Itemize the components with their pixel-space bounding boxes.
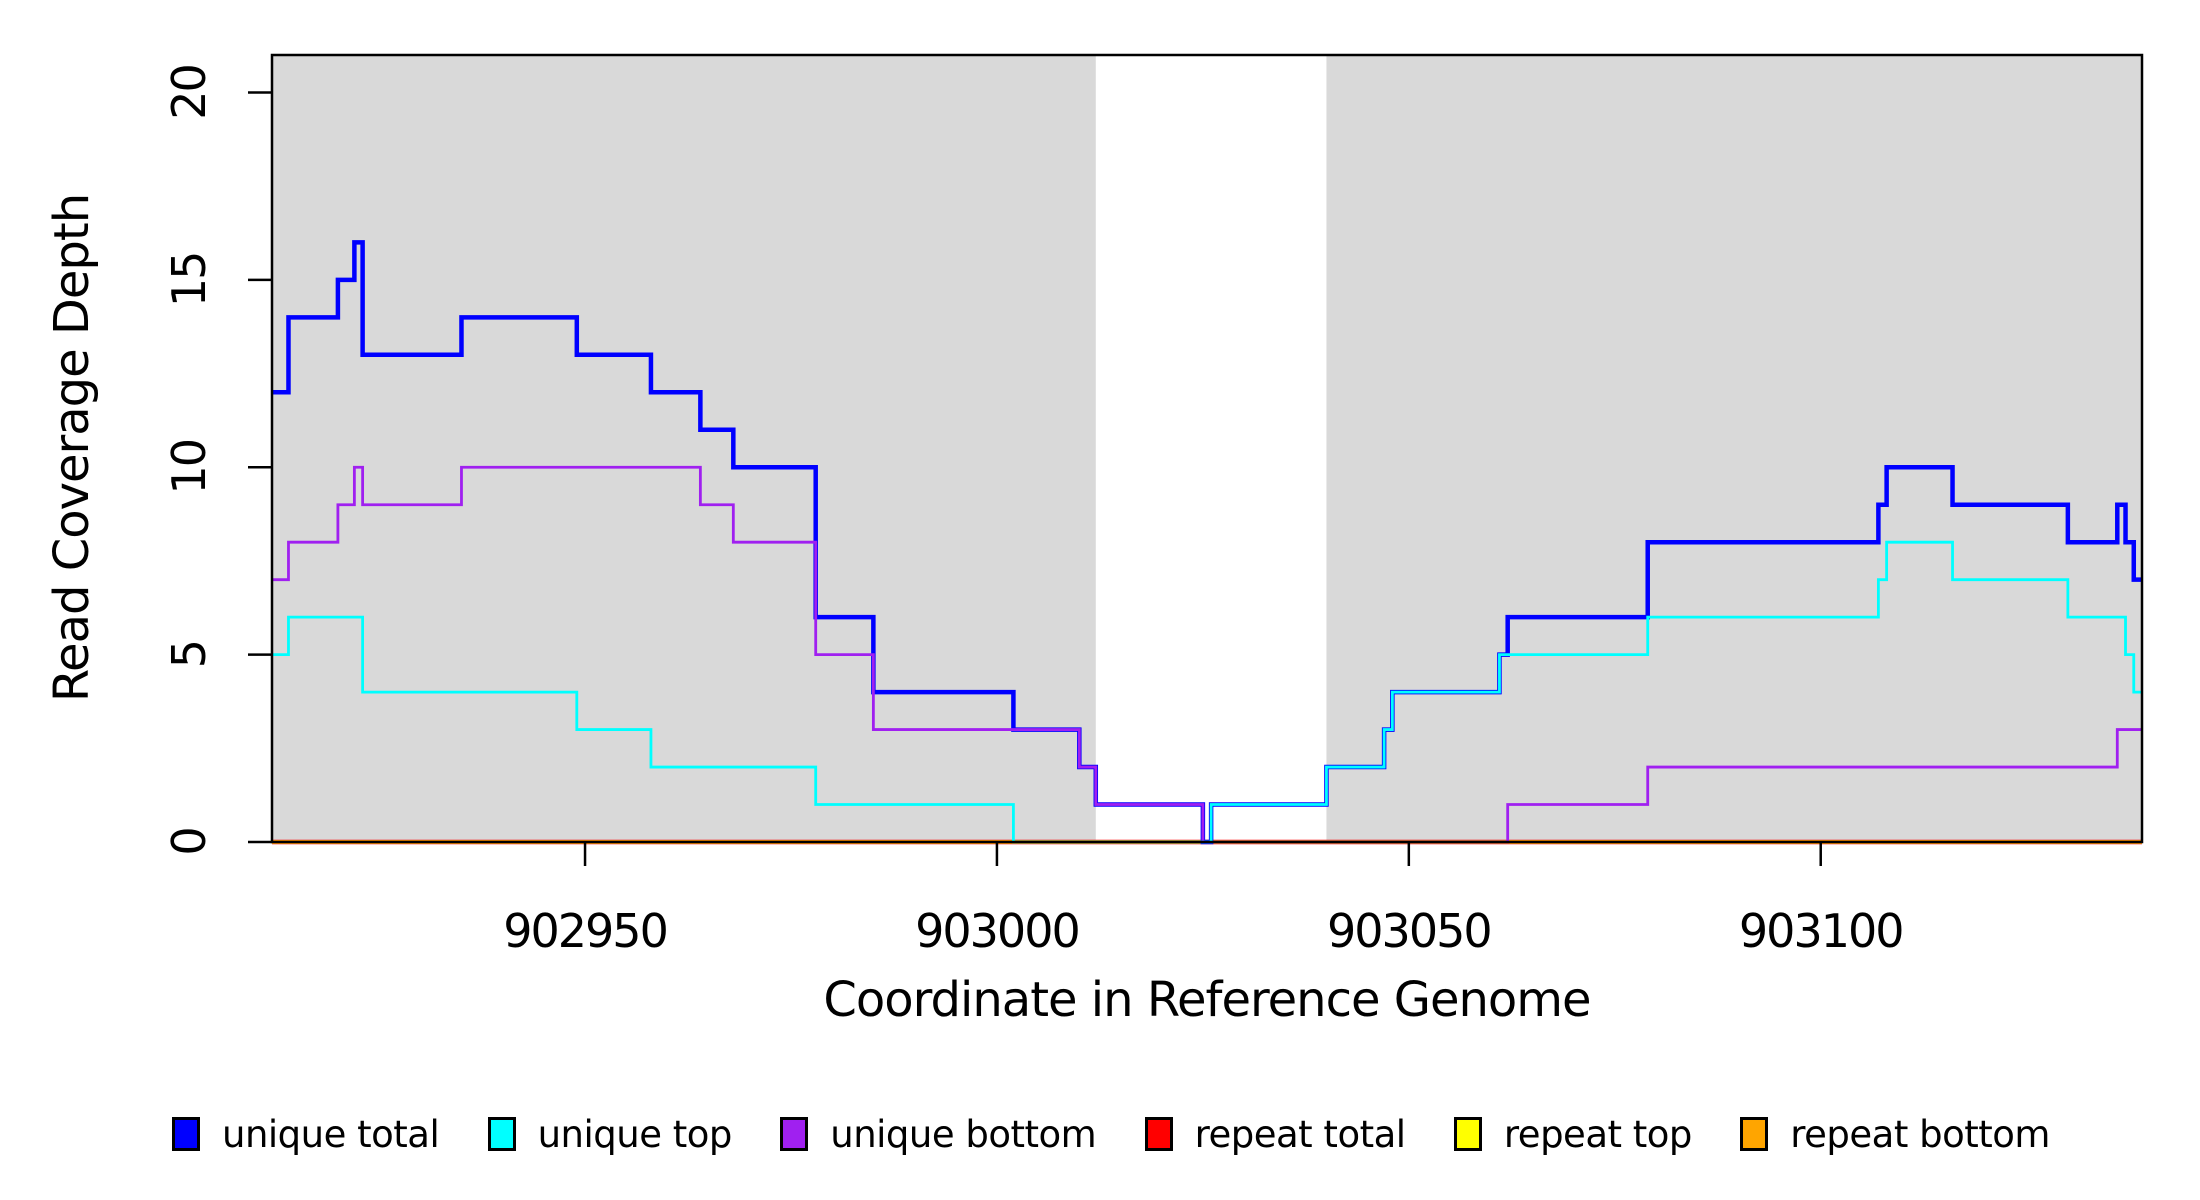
y-tick-label: 10 <box>162 440 216 495</box>
x-tick-label: 902950 <box>503 904 667 958</box>
legend-label: unique top <box>537 1112 733 1156</box>
series-line-unique-bottom <box>272 465 2142 844</box>
legend-label: repeat top <box>1503 1112 1693 1156</box>
y-axis-label: Read Coverage Depth <box>44 193 100 703</box>
legend-label: unique bottom <box>830 1112 1097 1156</box>
y-tick-label: 20 <box>162 65 216 120</box>
legend-item-unique-total: unique total <box>172 1112 440 1156</box>
legend-swatch-unique-bottom <box>780 1117 809 1151</box>
plot-box <box>270 53 2144 844</box>
legend-item-repeat-bottom: repeat bottom <box>1740 1113 2050 1156</box>
legend-swatch-repeat-top <box>1453 1117 1482 1151</box>
series-line-unique-top <box>272 540 2142 844</box>
legend: unique total unique top unique bottom repea… <box>172 1098 2050 1170</box>
y-tick-label: 5 <box>162 641 216 668</box>
legend-item-repeat-total: repeat total <box>1144 1112 1406 1156</box>
y-tick-label: 15 <box>162 253 216 308</box>
gray-region-left <box>272 55 1096 842</box>
x-tick-label: 903000 <box>915 904 1079 958</box>
legend-swatch-unique-total <box>172 1117 200 1151</box>
legend-label: unique total <box>222 1112 440 1156</box>
gray-region-right <box>1326 55 2142 842</box>
legend-swatch-unique-top <box>487 1117 516 1151</box>
x-tick-label: 903050 <box>1327 904 1491 958</box>
legend-item-repeat-top: repeat top <box>1453 1112 1693 1156</box>
legend-swatch-repeat-total <box>1144 1117 1173 1151</box>
legend-label: repeat total <box>1194 1112 1406 1156</box>
y-tick-label: 0 <box>162 828 216 855</box>
legend-swatch-repeat-bottom <box>1740 1117 1769 1151</box>
legend-label: repeat bottom <box>1790 1112 2050 1156</box>
x-tick-label: 903100 <box>1739 904 1903 958</box>
legend-item-unique-top: unique top <box>487 1112 733 1156</box>
legend-item-unique-bottom: unique bottom <box>780 1112 1097 1156</box>
x-axis-label: Coordinate in Reference Genome <box>823 972 1591 1028</box>
